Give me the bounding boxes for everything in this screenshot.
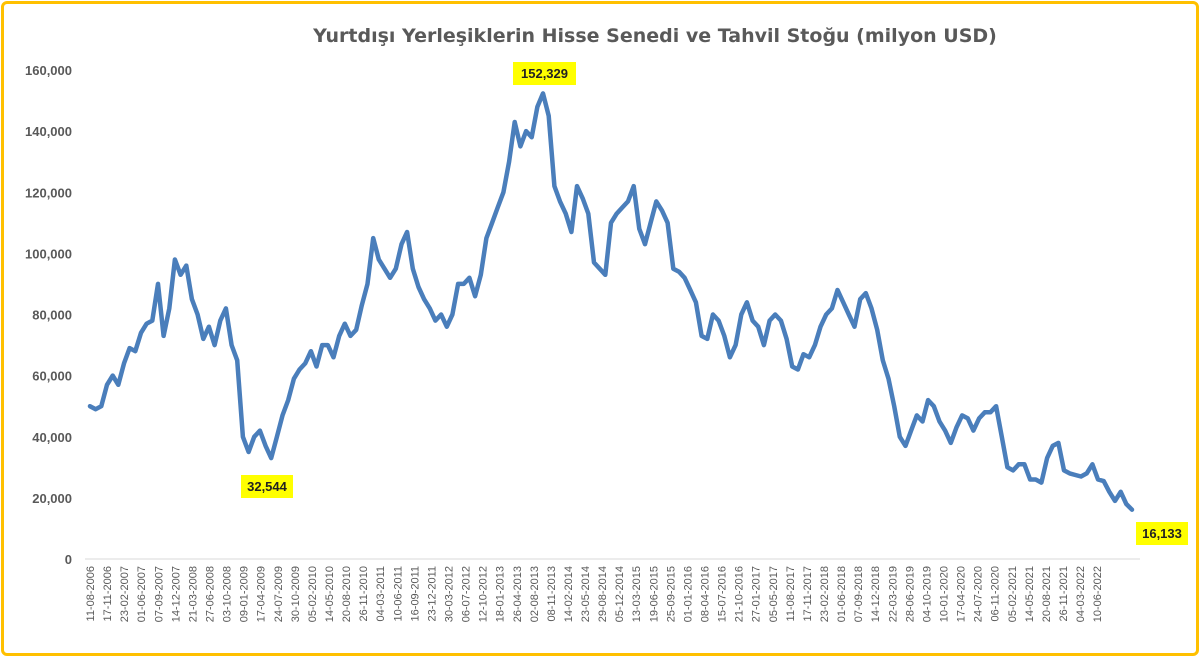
x-tick-label: 05-02-2010 — [307, 566, 319, 622]
x-tick-label: 23-02-2018 — [819, 566, 831, 622]
x-tick-label: 15-07-2016 — [717, 566, 729, 622]
x-tick-label: 01-06-2018 — [836, 566, 848, 622]
x-tick-label: 23-02-2007 — [119, 566, 131, 622]
x-tick-label: 24-07-2009 — [273, 566, 285, 622]
x-tick-label: 09-01-2009 — [239, 566, 251, 622]
series-line — [87, 91, 1135, 512]
callout-label: 152,329 — [521, 66, 568, 81]
x-tick-label: 16-09-2011 — [409, 566, 421, 621]
x-tick-label: 10-06-2022 — [1092, 566, 1104, 622]
x-tick-label: 02-08-2013 — [529, 566, 541, 622]
x-tick-label: 05-05-2017 — [768, 566, 780, 622]
x-tick-label: 27-06-2008 — [204, 566, 216, 622]
data-callout: 32,544 — [241, 475, 293, 498]
x-tick-label: 04-03-2011 — [375, 566, 387, 621]
x-tick-label: 21-10-2016 — [734, 566, 746, 622]
x-tick-label: 14-02-2014 — [563, 566, 575, 622]
x-tick-label: 06-07-2012 — [461, 566, 473, 622]
x-tick-label: 11-08-2006 — [85, 566, 97, 621]
chart-title: Yurtdışı Yerleşiklerin Hisse Senedi ve T… — [312, 25, 997, 47]
x-tick-label: 29-08-2014 — [597, 566, 609, 622]
x-tick-label: 23-12-2011 — [426, 566, 438, 621]
x-tick-label: 30-03-2012 — [443, 566, 455, 622]
x-tick-label: 18-01-2013 — [495, 566, 507, 622]
x-tick-label: 25-09-2015 — [665, 566, 677, 622]
callout-background — [1136, 522, 1188, 545]
y-tick-label: 0 — [65, 552, 72, 567]
x-tick-label: 28-06-2019 — [904, 566, 916, 622]
x-tick-label: 04-03-2022 — [1075, 566, 1087, 622]
y-tick-label: 160,000 — [25, 63, 72, 78]
x-tick-label: 07-09-2007 — [153, 566, 165, 622]
y-tick-label: 80,000 — [32, 308, 72, 323]
y-tick-label: 100,000 — [25, 246, 72, 261]
x-tick-label: 14-05-2010 — [324, 566, 336, 622]
x-tick-label: 07-09-2018 — [853, 566, 865, 622]
x-tick-label: 10-01-2020 — [939, 566, 951, 622]
x-tick-label: 20-08-2010 — [341, 566, 353, 622]
x-tick-label: 14-05-2021 — [1024, 566, 1036, 622]
callout-label: 32,544 — [247, 479, 288, 494]
x-tick-label: 12-10-2012 — [478, 566, 490, 622]
x-tick-label: 05-12-2014 — [614, 566, 626, 622]
data-callout: 16,133 — [1136, 522, 1188, 545]
x-tick-label: 05-02-2021 — [1007, 566, 1019, 622]
x-tick-label: 26-11-2021 — [1058, 566, 1070, 621]
x-tick-label: 08-04-2016 — [700, 566, 712, 622]
x-tick-label: 17-04-2020 — [956, 566, 968, 622]
x-tick-label: 14-12-2018 — [870, 566, 882, 622]
x-tick-label: 17-11-2006 — [102, 566, 114, 621]
x-tick-label: 23-05-2014 — [580, 566, 592, 622]
data-callout: 152,329 — [513, 62, 576, 85]
x-tick-label: 01-06-2007 — [136, 566, 148, 622]
x-tick-label: 17-11-2017 — [802, 566, 814, 621]
x-tick-label: 21-03-2008 — [187, 566, 199, 622]
callout-label: 16,133 — [1142, 526, 1182, 541]
x-tick-label: 06-11-2020 — [990, 566, 1002, 621]
x-tick-label: 24-07-2020 — [973, 566, 985, 622]
x-tick-label: 11-08-2017 — [785, 566, 797, 621]
x-tick-label: 17-04-2009 — [256, 566, 268, 622]
x-tick-label: 04-10-2019 — [921, 566, 933, 622]
y-tick-label: 120,000 — [25, 185, 72, 200]
x-tick-label: 27-01-2017 — [751, 566, 763, 622]
callout-background — [513, 62, 576, 85]
y-tick-label: 40,000 — [32, 430, 72, 445]
x-tick-label: 13-03-2015 — [631, 566, 643, 622]
x-tick-label: 20-08-2021 — [1041, 566, 1053, 622]
x-tick-label: 14-12-2007 — [170, 566, 182, 622]
x-tick-label: 08-11-2013 — [546, 566, 558, 621]
x-tick-label: 10-06-2011 — [392, 566, 404, 621]
callout-background — [241, 475, 293, 498]
y-tick-label: 60,000 — [32, 369, 72, 384]
x-tick-label: 19-06-2015 — [648, 566, 660, 622]
x-tick-label: 30-10-2009 — [290, 566, 302, 622]
x-tick-label: 03-10-2008 — [222, 566, 234, 622]
y-tick-label: 140,000 — [25, 124, 72, 139]
x-tick-label: 26-11-2010 — [358, 566, 370, 621]
x-tick-label: 26-04-2013 — [512, 566, 524, 622]
x-tick-label: 22-03-2019 — [887, 566, 899, 622]
y-tick-label: 20,000 — [32, 491, 72, 506]
x-tick-label: 01-01-2016 — [682, 566, 694, 622]
